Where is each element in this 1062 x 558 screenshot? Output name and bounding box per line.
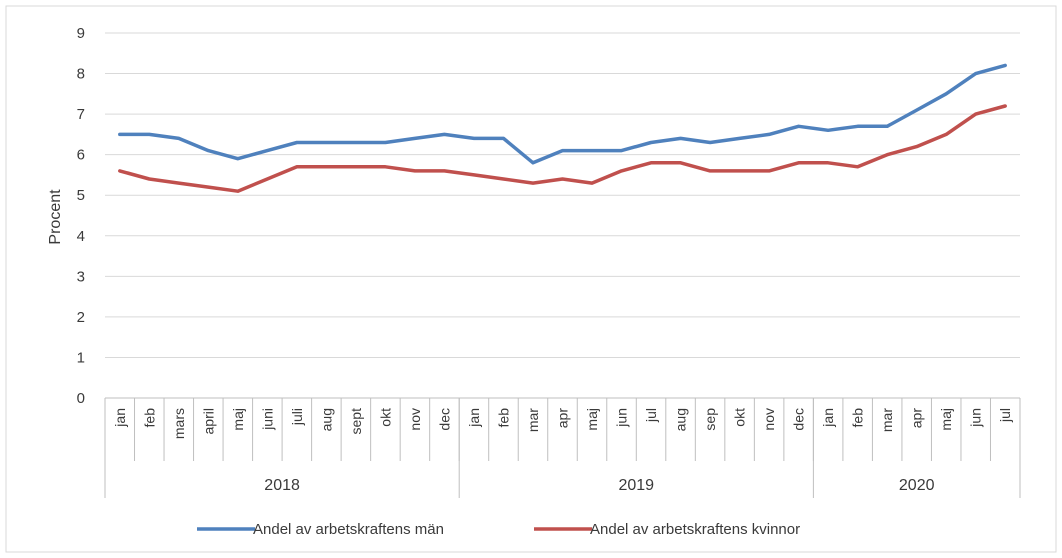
x-tick-label: jul (643, 408, 659, 423)
series-line (118, 104, 1007, 193)
year-label: 2019 (618, 477, 654, 494)
x-tick-label: feb (141, 408, 157, 428)
year-label: 2020 (899, 477, 935, 494)
x-tick-label: jul (997, 408, 1013, 423)
x-tick-label: apr (909, 408, 925, 429)
x-tick-label: jan (112, 408, 128, 428)
x-tick-label: feb (850, 408, 866, 428)
y-tick-label: 8 (77, 66, 85, 83)
y-tick-label: 1 (77, 349, 85, 366)
x-tick-label: okt (732, 408, 748, 427)
y-tick-label: 9 (77, 25, 85, 42)
x-tick-label: dec (791, 408, 807, 431)
x-tick-label: mars (171, 408, 187, 439)
series-lines (118, 63, 1007, 193)
x-tick-label: aug (318, 408, 334, 431)
x-tick-label: nov (761, 408, 777, 431)
x-tick-label: maj (230, 408, 246, 431)
x-tick-label: juni (259, 408, 275, 431)
x-tick-label: jun (968, 408, 984, 428)
y-tick-label: 4 (77, 228, 85, 245)
x-tick-label: mar (525, 408, 541, 432)
chart-frame (5, 5, 1057, 553)
x-tick-label: juli (289, 408, 305, 426)
y-tick-labels: 0 1 2 3 4 5 6 7 8 9 (77, 25, 85, 407)
legend-label: Andel av arbetskraftens kvinnor (590, 521, 800, 538)
x-tick-label: mar (879, 408, 895, 432)
x-tick-label: feb (495, 408, 511, 428)
series-line (118, 63, 1007, 165)
x-tick-label: aug (673, 408, 689, 431)
x-tick-label: apr (555, 408, 571, 429)
x-tick-label: okt (377, 408, 393, 427)
x-tick-label: april (200, 408, 216, 434)
x-tick-label: nov (407, 408, 423, 431)
legend: Andel av arbetskraftens män Andel av arbe… (197, 521, 800, 538)
x-tick-label: jan (820, 408, 836, 428)
x-tick-label: sep (702, 408, 718, 431)
x-axis: jan feb mars april maj juni juli aug sept okt nov d… (104, 398, 1021, 498)
x-tick-label: sept (348, 408, 364, 435)
y-tick-label: 6 (77, 147, 85, 164)
y-tick-label: 5 (77, 187, 85, 204)
x-tick-label: maj (938, 408, 954, 431)
x-tick-label: jan (466, 408, 482, 428)
y-tick-label: 0 (77, 390, 85, 407)
year-label: 2018 (264, 477, 300, 494)
x-tick-label: jun (614, 408, 630, 428)
legend-label: Andel av arbetskraftens män (253, 521, 444, 538)
y-axis-label: Procent (47, 189, 64, 245)
y-tick-label: 2 (77, 309, 85, 326)
x-tick-label: dec (436, 408, 452, 431)
y-tick-label: 3 (77, 268, 85, 285)
x-tick-label: maj (584, 408, 600, 431)
y-tick-label: 7 (77, 106, 85, 123)
